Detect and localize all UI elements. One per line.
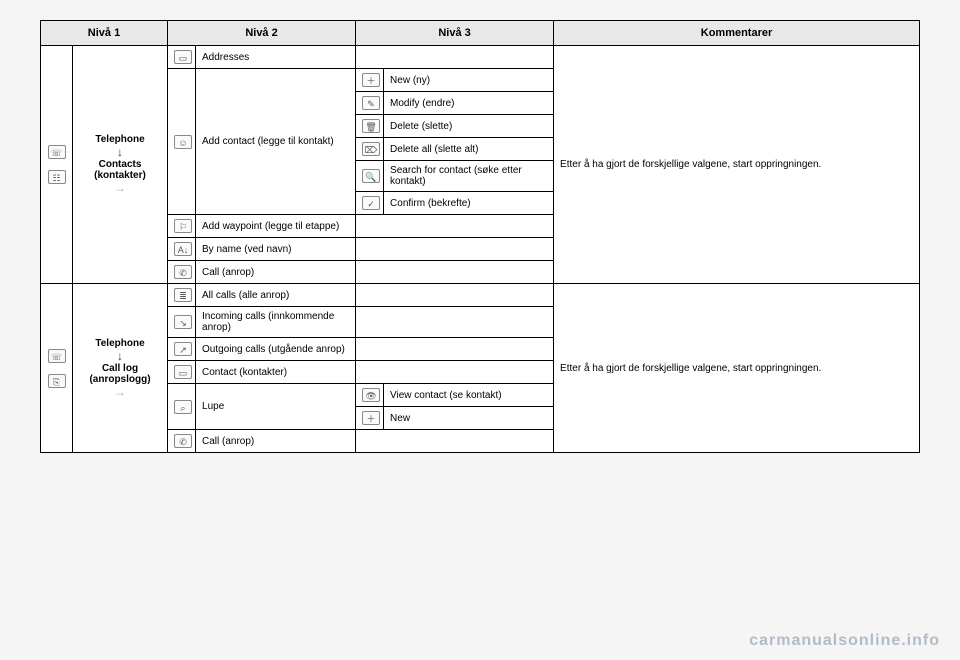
header-n2: Nivå 2: [168, 21, 356, 46]
lvl3-modify: Modify (endre): [384, 92, 554, 115]
call2-icon: ✆: [168, 430, 196, 453]
lvl2-call2: Call (anrop): [196, 430, 356, 453]
new2-icon: ＋: [356, 407, 384, 430]
allcalls-icon: ≣: [168, 284, 196, 307]
viewcontact-icon: 👁: [356, 384, 384, 407]
contact-icon: ▭: [168, 361, 196, 384]
new-icon: ＋: [356, 69, 384, 92]
lvl3-delete: Delete (slette): [384, 115, 554, 138]
empty-cell: [356, 261, 554, 284]
s1-path-mid: Contacts (kontakter): [94, 159, 146, 181]
lvl3-search: Search for contact (søke etter kontakt): [384, 161, 554, 192]
call-icon: ✆: [168, 261, 196, 284]
lvl2-outgoing: Outgoing calls (utgående anrop): [196, 338, 356, 361]
s1-path-top: Telephone: [95, 134, 144, 145]
s2-path-top: Telephone: [95, 338, 144, 349]
lvl2-addresses: Addresses: [196, 46, 356, 69]
empty-cell: [356, 307, 554, 338]
deleteall-icon: ⌦: [356, 138, 384, 161]
incoming-icon: ↘: [168, 307, 196, 338]
s1-comment: Etter å ha gjort de forskjellige valgene…: [554, 46, 920, 284]
arrow-icon: →: [114, 385, 126, 399]
lvl3-confirm: Confirm (bekrefte): [384, 192, 554, 215]
phone-icon: ☏: [48, 349, 66, 363]
empty-cell: [356, 215, 554, 238]
addresses-icon: ▭: [168, 46, 196, 69]
empty-cell: [356, 46, 554, 69]
lvl2-byname: By name (ved navn): [196, 238, 356, 261]
lvl3-viewcontact: View contact (se kontakt): [384, 384, 554, 407]
arrow-icon: →: [114, 181, 126, 195]
watermark: carmanualsonline.info: [749, 632, 940, 650]
empty-cell: [356, 238, 554, 261]
s2-comment: Etter å ha gjort de forskjellige valgene…: [554, 284, 920, 453]
lvl2-call: Call (anrop): [196, 261, 356, 284]
log-icon: ⎘: [48, 374, 66, 388]
delete-icon: 🗑: [356, 115, 384, 138]
lvl2-contact: Contact (kontakter): [196, 361, 356, 384]
lvl2-addcontact: Add contact (legge til kontakt): [196, 69, 356, 215]
lvl2-addwaypoint: Add waypoint (legge til etappe): [196, 215, 356, 238]
phone-icon: ☏: [48, 145, 66, 159]
menu-table: Nivå 1 Nivå 2 Nivå 3 Kommentarer ☏ ☷ Tel…: [40, 20, 920, 453]
modify-icon: ✎: [356, 92, 384, 115]
empty-cell: [356, 338, 554, 361]
lvl3-deleteall: Delete all (slette alt): [384, 138, 554, 161]
arrow-icon: ↓: [117, 145, 123, 159]
lvl3-new: New (ny): [384, 69, 554, 92]
lvl3-new2: New: [384, 407, 554, 430]
s2-path-mid: Call log (anropslogg): [89, 363, 150, 385]
lupe-icon: ⌕: [168, 384, 196, 430]
s1-icons: ☏ ☷: [41, 46, 73, 284]
arrow-icon: ↓: [117, 349, 123, 363]
lvl2-incoming: Incoming calls (innkommende anrop): [196, 307, 356, 338]
empty-cell: [356, 430, 554, 453]
s2-path: Telephone ↓ Call log (anropslogg) →: [73, 284, 168, 453]
outgoing-icon: ↗: [168, 338, 196, 361]
s1-path: Telephone ↓ Contacts (kontakter) →: [73, 46, 168, 284]
empty-cell: [356, 361, 554, 384]
lvl2-lupe: Lupe: [196, 384, 356, 430]
s2-icons: ☏ ⎘: [41, 284, 73, 453]
empty-cell: [356, 284, 554, 307]
lvl2-allcalls: All calls (alle anrop): [196, 284, 356, 307]
byname-icon: A↓: [168, 238, 196, 261]
confirm-icon: ✓: [356, 192, 384, 215]
search-icon: 🔍: [356, 161, 384, 192]
header-n1: Nivå 1: [41, 21, 168, 46]
addwaypoint-icon: ⚐: [168, 215, 196, 238]
addcontact-icon: ☺: [168, 69, 196, 215]
header-n3: Nivå 3: [356, 21, 554, 46]
contacts-icon: ☷: [48, 170, 66, 184]
header-comm: Kommentarer: [554, 21, 920, 46]
